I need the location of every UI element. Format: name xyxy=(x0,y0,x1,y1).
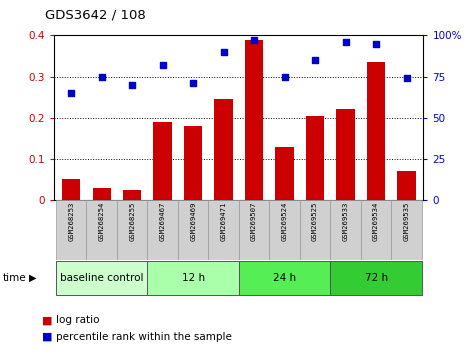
Text: GSM269469: GSM269469 xyxy=(190,202,196,241)
Text: GSM269534: GSM269534 xyxy=(373,202,379,241)
Bar xyxy=(178,200,209,260)
Bar xyxy=(330,200,361,260)
Point xyxy=(67,90,75,96)
Bar xyxy=(239,261,330,295)
Bar xyxy=(214,99,233,200)
Point xyxy=(250,38,258,43)
Bar xyxy=(209,200,239,260)
Text: GSM269507: GSM269507 xyxy=(251,202,257,241)
Point xyxy=(372,41,380,46)
Text: ■: ■ xyxy=(42,332,53,342)
Point xyxy=(220,49,228,55)
Text: time: time xyxy=(2,273,26,283)
Text: percentile rank within the sample: percentile rank within the sample xyxy=(56,332,232,342)
Bar xyxy=(300,200,330,260)
Point xyxy=(159,62,166,68)
Bar xyxy=(117,200,148,260)
Text: baseline control: baseline control xyxy=(60,273,143,283)
Text: GSM269467: GSM269467 xyxy=(160,202,166,241)
Text: GSM269533: GSM269533 xyxy=(342,202,349,241)
Bar xyxy=(269,200,300,260)
Point xyxy=(311,57,319,63)
Text: 72 h: 72 h xyxy=(365,273,388,283)
Text: GDS3642 / 108: GDS3642 / 108 xyxy=(45,9,146,22)
Bar xyxy=(397,171,416,200)
Bar xyxy=(56,261,148,295)
Bar xyxy=(62,179,80,200)
Point xyxy=(403,75,411,81)
Text: 24 h: 24 h xyxy=(273,273,296,283)
Bar xyxy=(154,122,172,200)
Point xyxy=(189,80,197,86)
Bar xyxy=(245,40,263,200)
Bar xyxy=(391,200,422,260)
Bar xyxy=(275,147,294,200)
Point xyxy=(128,82,136,88)
Text: GSM269524: GSM269524 xyxy=(281,202,288,241)
Bar xyxy=(87,200,117,260)
Bar xyxy=(330,261,422,295)
Bar xyxy=(336,109,355,200)
Point xyxy=(281,74,289,79)
Text: ■: ■ xyxy=(42,315,53,325)
Text: GSM268255: GSM268255 xyxy=(129,202,135,241)
Text: GSM268253: GSM268253 xyxy=(68,202,74,241)
Point xyxy=(98,74,105,79)
Text: GSM269471: GSM269471 xyxy=(220,202,227,241)
Text: ▶: ▶ xyxy=(29,273,37,283)
Text: log ratio: log ratio xyxy=(56,315,99,325)
Text: 12 h: 12 h xyxy=(182,273,205,283)
Bar xyxy=(123,190,141,200)
Bar xyxy=(93,188,111,200)
Bar xyxy=(239,200,269,260)
Text: GSM268254: GSM268254 xyxy=(99,202,105,241)
Point xyxy=(342,39,350,45)
Bar xyxy=(306,116,324,200)
Bar xyxy=(148,261,239,295)
Bar xyxy=(361,200,391,260)
Text: GSM269535: GSM269535 xyxy=(403,202,410,241)
Bar xyxy=(56,200,87,260)
Bar xyxy=(148,200,178,260)
Text: GSM269525: GSM269525 xyxy=(312,202,318,241)
Bar xyxy=(367,62,385,200)
Bar xyxy=(184,126,202,200)
